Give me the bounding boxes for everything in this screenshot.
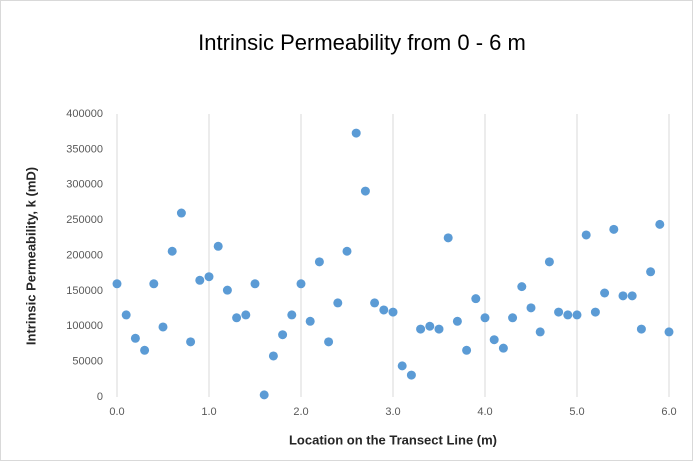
x-tick-label: 3.0 [385,406,400,418]
y-axis-label: Intrinsic Permeability, k (mD) [23,167,38,345]
point [627,291,637,301]
x-tick-label: 2.0 [293,406,308,418]
point [222,285,232,295]
y-tick-label: 400000 [66,108,103,120]
point [397,361,407,371]
point [360,186,370,196]
point [232,313,242,323]
point [342,246,352,256]
point [636,324,646,334]
point [213,241,223,251]
point [498,343,508,353]
point [204,272,214,282]
point [480,313,490,323]
point [535,327,545,337]
point [259,390,269,400]
point [287,310,297,320]
point [452,316,462,326]
point [314,257,324,267]
y-tick-label: 300000 [66,179,103,191]
point [351,128,361,138]
point [158,322,168,332]
point [581,230,591,240]
point [655,219,665,229]
point [370,298,380,308]
y-tick-label: 150000 [66,285,103,297]
point [140,345,150,355]
x-tick-label: 6.0 [661,406,676,418]
point [517,282,527,292]
point [149,279,159,289]
point [379,305,389,315]
point [324,337,334,347]
point [186,337,196,347]
point [572,310,582,320]
point [563,310,573,320]
point [406,370,416,380]
point [305,316,315,326]
point [167,246,177,256]
point [388,307,398,317]
point [600,288,610,298]
y-tick-label: 200000 [66,249,103,261]
x-tick-label: 0.0 [109,406,124,418]
point [609,224,619,234]
point [268,351,278,361]
point [508,313,518,323]
point [489,335,499,345]
y-tick-label: 50000 [72,356,103,368]
y-tick-label: 100000 [66,320,103,332]
x-axis-label: Location on the Transect Line (m) [289,432,497,447]
point [425,321,435,331]
point [333,298,343,308]
point [130,333,140,343]
point [443,233,453,243]
point [526,303,536,313]
point [250,279,260,289]
point [112,279,122,289]
point [121,310,131,320]
y-tick-label: 350000 [66,143,103,155]
point [544,257,554,267]
point [296,279,306,289]
point [646,267,656,277]
x-tick-label: 5.0 [569,406,584,418]
point [664,327,674,337]
point [471,294,481,304]
point [554,307,564,317]
point [278,330,288,340]
x-tick-label: 4.0 [477,406,492,418]
point [241,310,251,320]
point [590,307,600,317]
y-tick-label: 250000 [66,214,103,226]
point [618,291,628,301]
point [416,324,426,334]
point [176,208,186,218]
x-tick-label: 1.0 [201,406,216,418]
chart-title: Intrinsic Permeability from 0 - 6 m [198,30,526,55]
y-tick-label: 0 [97,391,103,403]
point [195,275,205,285]
point [434,324,444,334]
point [462,345,472,355]
